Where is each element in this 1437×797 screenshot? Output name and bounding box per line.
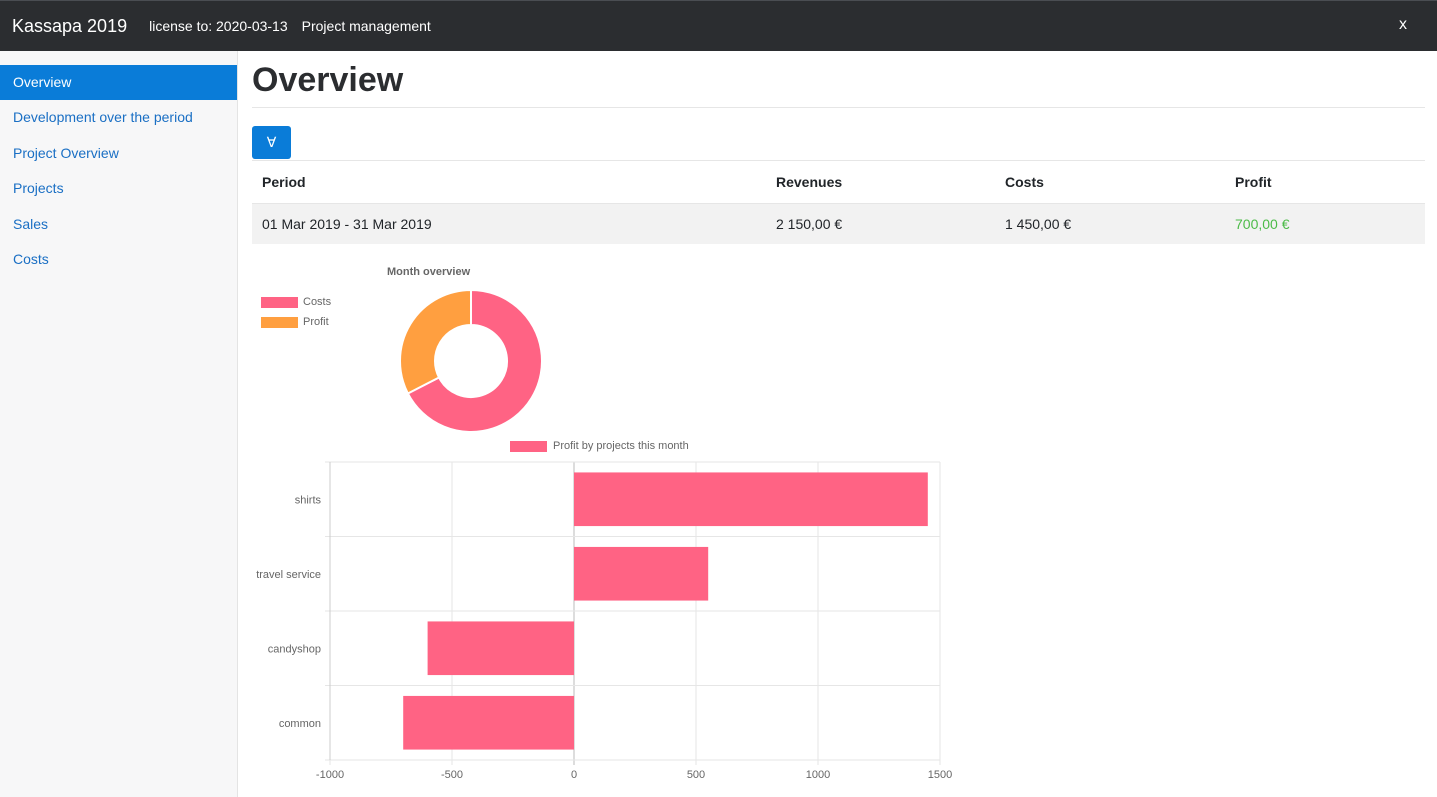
title-bar: Kassapa 2019 license to: 2020-03-13 Proj… — [0, 0, 1437, 51]
license-info: license to: 2020-03-13 — [149, 18, 288, 34]
x-tick-label: 1000 — [806, 769, 830, 781]
y-tick-label: travel service — [256, 569, 321, 581]
sidebar-item-overview[interactable]: Overview — [0, 65, 237, 100]
legend-swatch-projects — [510, 441, 547, 452]
sidebar: Overview Development over the period Pro… — [0, 51, 238, 797]
header-costs: Costs — [1005, 174, 1044, 190]
cell-costs: 1 450,00 € — [1005, 216, 1072, 232]
legend-swatch-profit — [261, 317, 298, 328]
cell-period: 01 Mar 2019 - 31 Mar 2019 — [262, 216, 432, 232]
legend-label-projects: Profit by projects this month — [553, 440, 689, 452]
bar-travel-service — [574, 546, 709, 601]
cell-profit: 700,00 € — [1235, 216, 1290, 232]
x-tick-label: 1500 — [928, 769, 952, 781]
y-tick-label: common — [279, 718, 321, 730]
donut-slice-costs — [406, 288, 543, 433]
x-tick-label: 0 — [571, 769, 577, 781]
sidebar-item-sales[interactable]: Sales — [13, 216, 49, 232]
title-divider — [252, 107, 1425, 108]
close-button[interactable]: x — [1399, 16, 1407, 33]
sidebar-item-development[interactable]: Development over the period — [13, 109, 193, 125]
x-tick-label: -500 — [441, 769, 463, 781]
sidebar-item-projects[interactable]: Projects — [13, 180, 64, 196]
header-profit: Profit — [1235, 174, 1272, 190]
sidebar-item-project-overview[interactable]: Project Overview — [13, 145, 119, 161]
cell-revenues: 2 150,00 € — [776, 216, 843, 232]
donut-slice-profit — [399, 288, 472, 395]
legend-label-profit: Profit — [303, 316, 329, 328]
header-revenues: Revenues — [776, 174, 843, 190]
module-name: Project management — [301, 18, 431, 34]
app-name: Kassapa 2019 — [12, 15, 128, 36]
table-row — [252, 203, 1425, 244]
donut-title: Month overview — [387, 266, 471, 278]
x-tick-label: 500 — [687, 769, 705, 781]
page-title: Overview — [252, 61, 404, 99]
toggle-button[interactable]: ∀ — [252, 126, 291, 159]
header-period: Period — [262, 174, 306, 190]
bar-shirts — [574, 472, 928, 527]
bar-common — [403, 695, 574, 750]
y-tick-label: candyshop — [268, 643, 321, 655]
legend-label-costs: Costs — [303, 296, 332, 308]
sidebar-item-costs[interactable]: Costs — [13, 251, 49, 267]
y-tick-label: shirts — [295, 494, 322, 506]
legend-swatch-costs — [261, 297, 298, 308]
x-tick-label: -1000 — [316, 769, 344, 781]
donut-chart — [399, 288, 543, 433]
bar-chart: -1000 -500 0 500 1000 1500 shirts travel servic… — [256, 461, 952, 781]
bar-candyshop — [427, 621, 574, 676]
for-all-icon: ∀ — [266, 134, 277, 150]
table-top-divider — [252, 160, 1425, 161]
